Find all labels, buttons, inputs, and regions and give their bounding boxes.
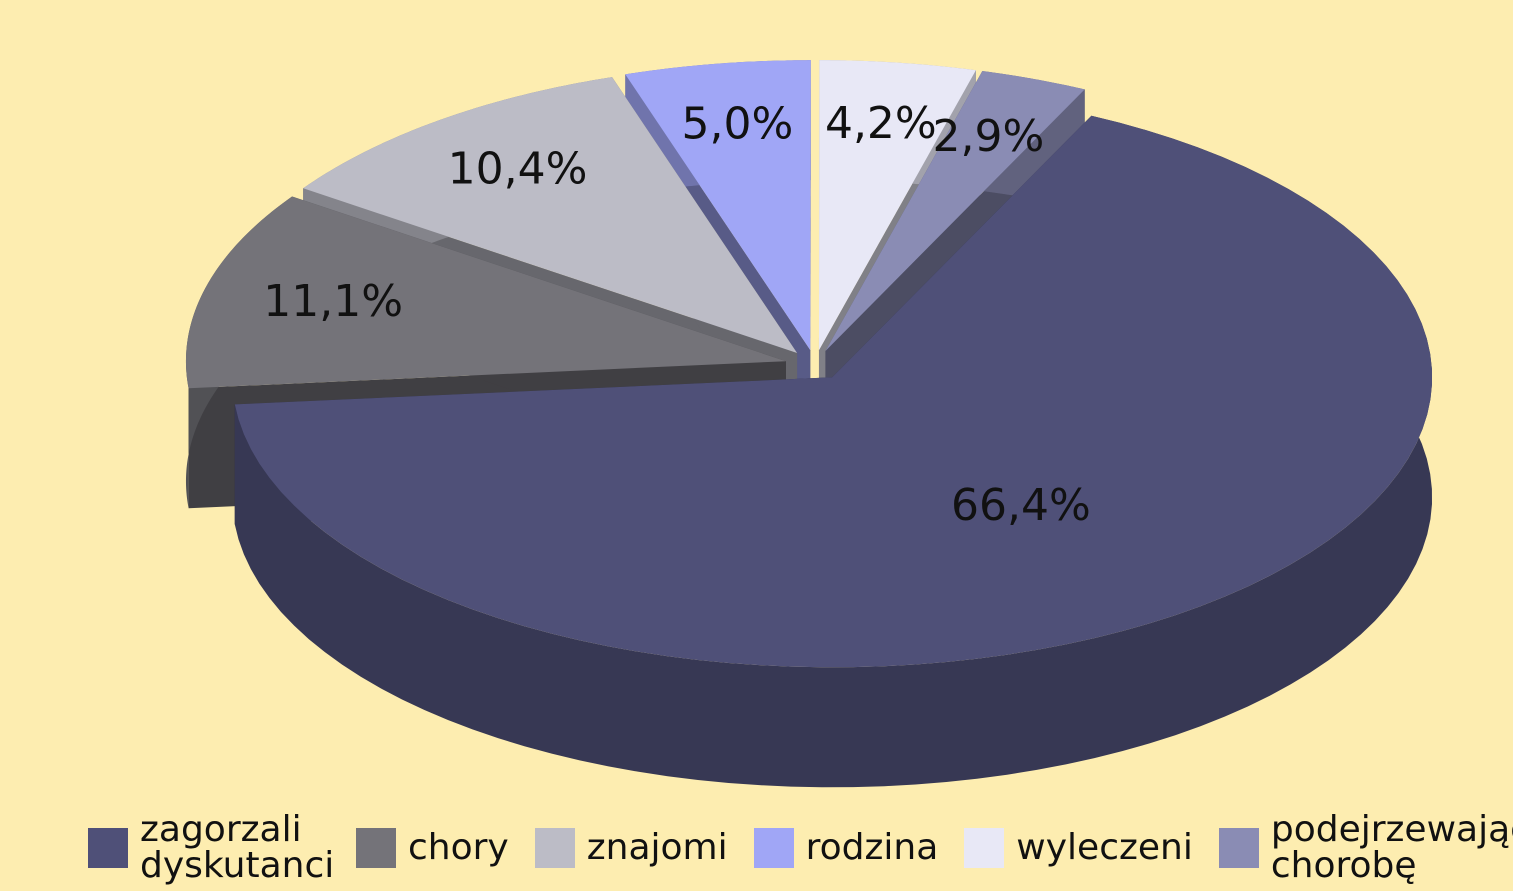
legend-label: znajomi bbox=[587, 830, 728, 866]
legend-item: zagorzali dyskutanci bbox=[88, 812, 330, 884]
legend-swatch bbox=[535, 828, 575, 868]
legend-swatch bbox=[1219, 828, 1259, 868]
chart: 66,4% 11,1% 10,4% 5,0% 4,2%2,9% bbox=[0, 0, 1513, 800]
data-label: 10,4% bbox=[448, 144, 588, 195]
data-label: 5,0% bbox=[682, 99, 794, 150]
legend-swatch bbox=[964, 828, 1004, 868]
legend-label: podejrzewający chorobę bbox=[1271, 812, 1513, 884]
legend-item: podejrzewający chorobę bbox=[1219, 812, 1513, 884]
legend-label: rodzina bbox=[806, 830, 939, 866]
legend-label: wyleczeni bbox=[1016, 830, 1193, 866]
legend-item: chory bbox=[356, 828, 509, 868]
data-label: 11,1% bbox=[263, 276, 403, 327]
page: 66,4% 11,1% 10,4% 5,0% 4,2%2,9% zagorzali dy… bbox=[0, 0, 1513, 891]
legend-label: chory bbox=[408, 830, 509, 866]
legend-item: wyleczeni bbox=[964, 828, 1193, 868]
legend-item: znajomi bbox=[535, 828, 728, 868]
legend-swatch bbox=[754, 828, 794, 868]
legend-label: zagorzali dyskutanci bbox=[140, 812, 330, 884]
data-label: 66,4% bbox=[951, 480, 1091, 531]
legend-item: rodzina bbox=[754, 828, 939, 868]
data-label: 2,9% bbox=[933, 111, 1045, 162]
legend-swatch bbox=[356, 828, 396, 868]
legend: zagorzali dyskutanci chory znajomi rodzina w… bbox=[88, 805, 1513, 891]
legend-swatch bbox=[88, 828, 128, 868]
data-label: 4,2% bbox=[825, 98, 937, 149]
